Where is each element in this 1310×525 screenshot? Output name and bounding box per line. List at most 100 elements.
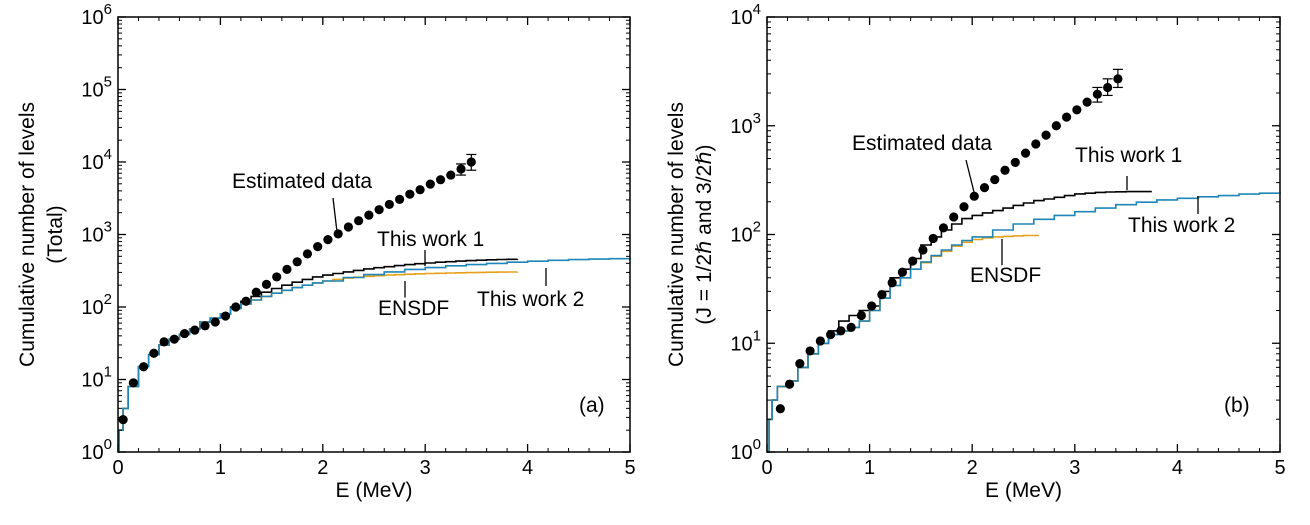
annotation-label: ENSDF <box>970 264 1041 287</box>
y-tick-exponent: 6 <box>104 1 112 18</box>
y-tick-base: 10 <box>730 7 752 29</box>
data-point <box>969 191 979 201</box>
y-tick-exponent: 2 <box>104 291 112 308</box>
series-line <box>767 190 1152 453</box>
annotation-label: Estimated data <box>232 170 372 193</box>
y-tick-label: 105 <box>81 74 112 102</box>
data-point <box>775 404 785 414</box>
data-point <box>856 310 866 321</box>
data-point <box>456 164 466 174</box>
data-point <box>169 334 179 344</box>
annotation-leader-line <box>332 197 338 233</box>
data-point <box>1092 89 1102 99</box>
data-point <box>1061 112 1072 122</box>
data-point <box>139 362 149 372</box>
data-point <box>1031 139 1041 149</box>
x-tick-label: 2 <box>967 457 978 479</box>
y-tick-base: 10 <box>81 80 103 102</box>
x-tick-label: 1 <box>864 457 875 479</box>
y-axis-title: Cumulative number of levels <box>16 102 39 367</box>
y-tick-exponent: 3 <box>753 110 761 127</box>
x-tick-label: 4 <box>1172 457 1183 479</box>
data-point <box>1051 121 1061 131</box>
y-tick-exponent: 4 <box>753 1 761 18</box>
x-tick-label: 0 <box>112 457 123 479</box>
panel-label: (b) <box>1224 394 1250 417</box>
annotation-label: This work 2 <box>1128 214 1235 237</box>
data-point <box>1020 148 1031 158</box>
data-point <box>282 264 292 275</box>
x-axis-title: E (MeV) <box>985 479 1062 502</box>
data-point <box>302 249 313 259</box>
y-tick-exponent: 1 <box>104 364 112 381</box>
data-point <box>918 245 928 255</box>
y-axis-subtitle: (J = 1/2ℏ and 3/2ℏ) <box>693 144 716 324</box>
annotation: ENSDF <box>375 281 452 323</box>
annotation: This work 1 <box>1072 141 1185 190</box>
annotation-label: This work 2 <box>477 288 584 311</box>
y-tick-label: 103 <box>730 110 761 138</box>
data-point <box>877 290 887 300</box>
x-tick-label: 3 <box>1069 457 1080 479</box>
y-tick-label: 102 <box>81 291 112 319</box>
data-point <box>333 229 343 239</box>
annotation: Estimated data <box>849 129 995 197</box>
x-tick-label: 1 <box>215 457 226 479</box>
data-point <box>867 301 877 311</box>
data-point <box>846 322 856 332</box>
x-tick-label: 5 <box>1274 457 1285 479</box>
y-tick-label: 106 <box>81 1 112 29</box>
annotation: This work 2 <box>474 268 587 314</box>
x-tick-label: 0 <box>761 457 772 479</box>
data-point <box>815 336 825 346</box>
data-point <box>928 233 938 244</box>
series-this-work-1 <box>118 258 519 453</box>
data-point <box>887 278 897 288</box>
annotation-label: Estimated data <box>852 132 992 155</box>
annotation-label: ENSDF <box>378 297 449 320</box>
data-point <box>795 358 805 369</box>
x-tick-label: 4 <box>522 457 533 479</box>
y-tick-exponent: 3 <box>104 219 112 236</box>
y-tick-base: 10 <box>81 152 103 174</box>
data-point <box>179 328 190 339</box>
data-point <box>1103 82 1113 93</box>
data-point <box>128 378 138 388</box>
series-ensdf <box>118 271 519 453</box>
y-tick-exponent: 1 <box>753 327 761 344</box>
y-tick-label: 101 <box>730 327 761 355</box>
data-point <box>374 205 384 215</box>
y-tick-base: 10 <box>730 442 752 464</box>
data-point <box>210 317 220 327</box>
data-point <box>354 216 364 226</box>
x-tick-label: 2 <box>317 457 328 479</box>
y-tick-exponent: 0 <box>753 436 761 453</box>
y-tick-base: 10 <box>81 297 103 319</box>
data-point <box>190 325 200 335</box>
annotation: ENSDF <box>967 239 1044 290</box>
data-point <box>241 296 251 306</box>
data-point <box>231 302 241 312</box>
y-tick-label: 102 <box>730 219 761 247</box>
data-point <box>959 202 969 212</box>
series-estimated-data <box>118 153 477 425</box>
data-point <box>1000 165 1010 175</box>
y-tick-base: 10 <box>730 225 752 247</box>
data-point <box>149 348 159 358</box>
y-tick-label: 100 <box>81 436 112 464</box>
y-tick-label: 104 <box>730 1 761 29</box>
data-point <box>364 210 374 220</box>
y-axis-title: Cumulative number of levels <box>665 102 688 367</box>
y-tick-exponent: 5 <box>104 74 112 91</box>
data-point <box>1041 130 1051 140</box>
data-point <box>200 321 210 331</box>
data-point <box>384 199 394 210</box>
data-point <box>395 194 405 204</box>
y-tick-exponent: 4 <box>104 146 112 163</box>
y-tick-base: 10 <box>730 333 752 355</box>
